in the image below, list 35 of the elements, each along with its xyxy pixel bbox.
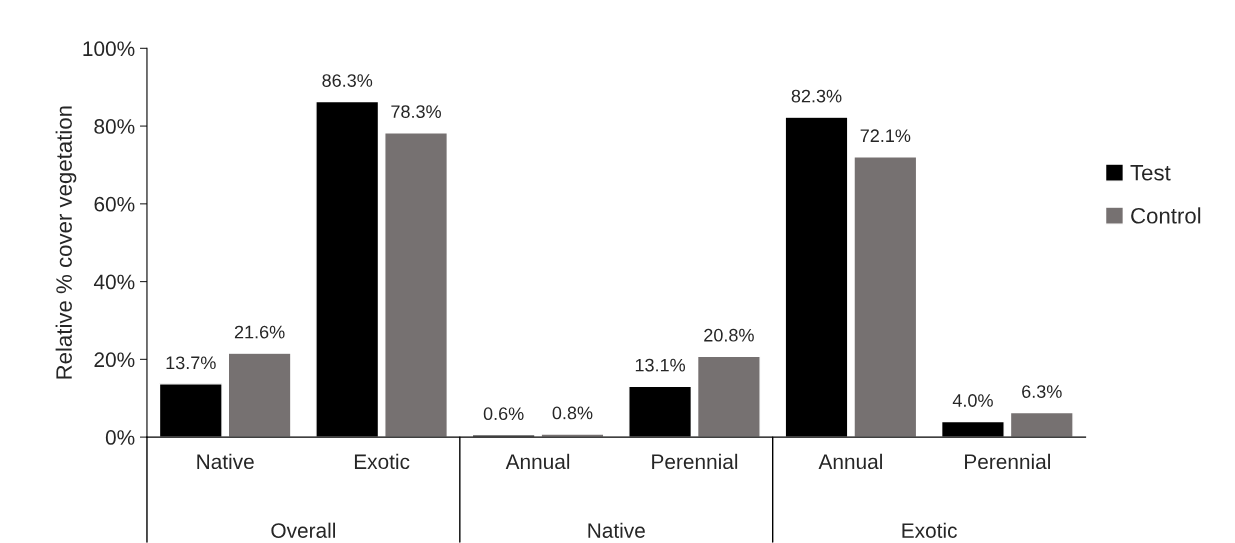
x-tick-label: Exotic <box>354 453 410 470</box>
data-label: 21.6% <box>234 325 285 339</box>
y-tick-label: 80% <box>94 119 135 134</box>
bar <box>696 355 761 438</box>
data-label: 78.3% <box>391 105 441 119</box>
text: Exotic <box>902 522 957 538</box>
y-tick-label: 60% <box>94 196 135 212</box>
bar <box>384 131 449 438</box>
data-label: 86.3% <box>322 74 373 87</box>
x-tick-label: Annual <box>818 453 882 470</box>
data-label: 4.0% <box>952 394 993 407</box>
bar <box>853 156 918 438</box>
bar <box>227 352 292 438</box>
legend-label: Test <box>1130 165 1171 181</box>
x-tick-label: Native <box>197 453 254 470</box>
y-tick-label: 20% <box>94 352 135 368</box>
data-label: 0.6% <box>483 407 524 421</box>
data-label: 0.8% <box>552 406 593 420</box>
data-label: 20.8% <box>704 328 754 342</box>
bar <box>1009 411 1074 438</box>
data-label: 13.1% <box>635 358 686 372</box>
y-tick-label: 40% <box>93 274 135 290</box>
x-tick-label: Perennial <box>652 453 738 470</box>
legend-label: Control <box>1131 207 1201 224</box>
data-label: 6.3% <box>1022 385 1062 398</box>
data-label: 72.1% <box>860 129 911 143</box>
x-tick-label: Perennial <box>965 453 1050 470</box>
data-label: 82.3% <box>791 89 842 103</box>
y-tick-label: 100% <box>83 41 135 57</box>
text: Native <box>588 522 645 538</box>
data-label: 13.7% <box>166 356 216 370</box>
y-axis-title: Relative % cover vegetation <box>55 106 77 379</box>
y-tick-label: 0% <box>105 430 135 445</box>
text: Overall <box>271 522 335 538</box>
x-tick-label: Annual <box>505 453 570 470</box>
